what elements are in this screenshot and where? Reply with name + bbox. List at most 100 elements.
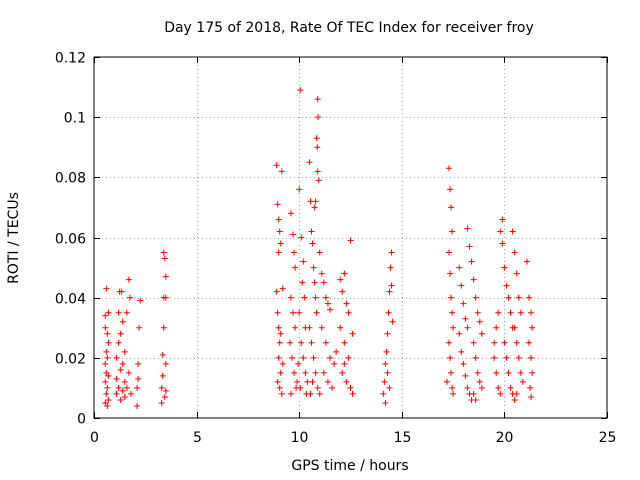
data-point — [134, 384, 141, 391]
data-point — [105, 372, 112, 379]
data-point — [523, 258, 530, 265]
data-point — [117, 366, 124, 373]
data-point — [511, 396, 518, 403]
data-point — [291, 249, 298, 256]
data-point — [447, 354, 454, 361]
data-point — [517, 309, 524, 316]
data-point — [505, 369, 512, 376]
data-point — [294, 378, 301, 385]
data-point — [383, 348, 390, 355]
data-point — [299, 279, 306, 286]
data-point — [447, 270, 454, 277]
y-tick-label: 0.02 — [55, 352, 86, 368]
data-point — [315, 177, 322, 184]
data-point — [382, 399, 389, 406]
data-point — [318, 270, 325, 277]
data-point — [278, 168, 285, 175]
data-point — [127, 390, 134, 397]
x-tick-label: 0 — [90, 430, 99, 446]
data-point — [115, 339, 122, 346]
data-point — [135, 375, 142, 382]
data-point — [104, 402, 111, 409]
y-tick-label: 0.12 — [55, 51, 86, 67]
data-point — [307, 198, 314, 205]
data-point — [345, 309, 352, 316]
data-point — [448, 369, 455, 376]
data-point — [104, 354, 111, 361]
data-point — [476, 318, 483, 325]
data-point — [103, 390, 110, 397]
data-point — [135, 360, 142, 367]
data-point — [137, 297, 144, 304]
y-tick-label: 0.1 — [64, 111, 86, 127]
x-tick-label: 25 — [599, 430, 617, 446]
data-point — [314, 168, 321, 175]
data-point — [296, 309, 303, 316]
data-point — [320, 369, 327, 376]
data-point — [458, 348, 465, 355]
x-tick-label: 10 — [291, 430, 309, 446]
data-point — [464, 225, 471, 232]
data-point — [118, 288, 125, 295]
data-point — [104, 330, 111, 337]
data-point — [161, 255, 168, 262]
data-point — [386, 384, 393, 391]
data-point — [499, 216, 506, 223]
data-point — [119, 360, 126, 367]
data-point — [290, 231, 297, 238]
data-point — [275, 354, 282, 361]
data-point — [301, 294, 308, 301]
data-point — [316, 249, 323, 256]
data-point — [277, 240, 284, 247]
data-point — [472, 396, 479, 403]
data-point — [297, 87, 304, 94]
data-point — [287, 390, 294, 397]
data-point — [478, 330, 485, 337]
data-point — [341, 339, 348, 346]
data-point — [121, 348, 128, 355]
data-point — [343, 300, 350, 307]
data-point — [445, 249, 452, 256]
data-point — [447, 186, 454, 193]
data-point — [279, 285, 286, 292]
data-point — [493, 369, 500, 376]
data-point — [158, 384, 165, 391]
data-point — [445, 165, 452, 172]
data-point — [326, 306, 333, 313]
data-point — [385, 309, 392, 316]
data-point — [306, 159, 313, 166]
data-point — [349, 330, 356, 337]
data-point — [104, 384, 111, 391]
data-point — [515, 354, 522, 361]
data-point — [300, 258, 307, 265]
data-point — [273, 288, 280, 295]
data-point — [337, 324, 344, 331]
data-point — [277, 369, 284, 376]
data-point — [448, 294, 455, 301]
data-point — [501, 264, 508, 271]
data-point — [316, 390, 323, 397]
data-point — [499, 240, 506, 247]
data-point — [103, 369, 110, 376]
data-point — [276, 228, 283, 235]
data-point — [309, 240, 316, 247]
tick-labels: 0 0.02 0.04 0.06 0.08 0.1 0.12 0 5 10 15 20 25 — [55, 51, 617, 447]
data-point — [526, 294, 533, 301]
data-point — [276, 384, 283, 391]
data-point — [311, 279, 318, 286]
data-point — [105, 339, 112, 346]
data-point — [474, 369, 481, 376]
data-point — [105, 309, 112, 316]
data-point — [286, 339, 293, 346]
data-point — [384, 330, 391, 337]
data-point — [126, 294, 133, 301]
data-point — [274, 201, 281, 208]
data-point — [302, 369, 309, 376]
data-point — [309, 378, 316, 385]
data-point — [527, 384, 534, 391]
data-point — [115, 309, 122, 316]
data-point — [312, 369, 319, 376]
data-point — [448, 204, 455, 211]
data-point — [449, 384, 456, 391]
data-point — [160, 249, 167, 256]
